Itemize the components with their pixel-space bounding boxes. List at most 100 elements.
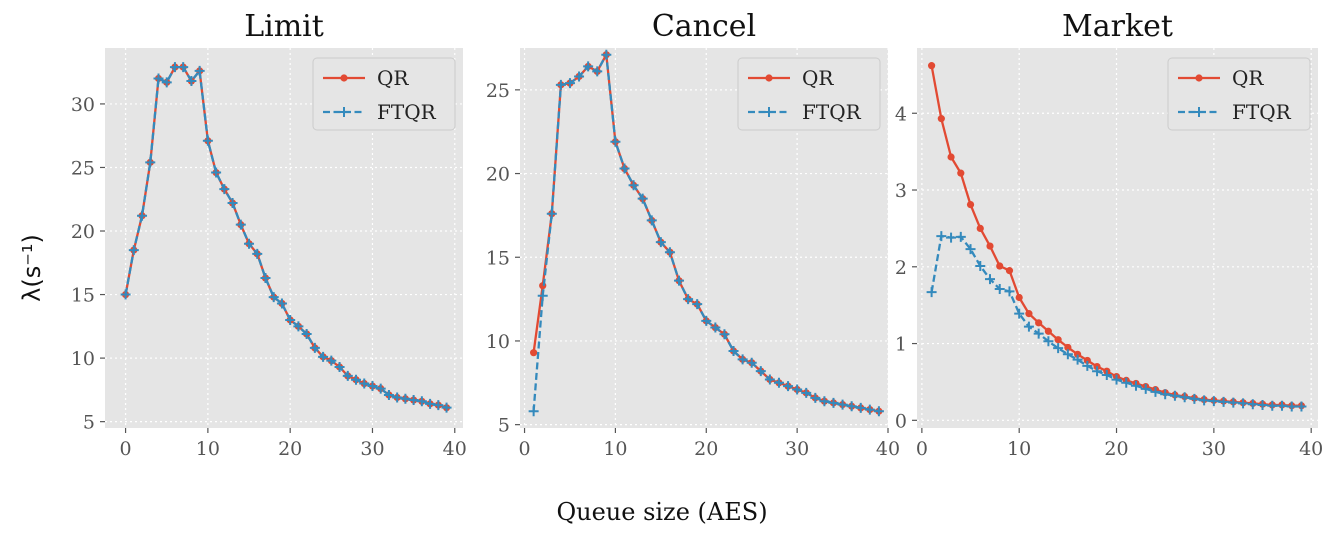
data-point [359, 378, 370, 389]
data-point [1247, 399, 1258, 410]
data-point [728, 345, 739, 356]
y-tick-label: 5 [498, 415, 510, 437]
data-point [936, 231, 947, 242]
data-point [528, 406, 539, 417]
panel-title: Market [1062, 9, 1173, 44]
data-point [1189, 393, 1200, 404]
data-point [342, 370, 353, 381]
y-tick-label: 5 [83, 412, 95, 434]
data-point [530, 349, 538, 357]
data-point [392, 392, 403, 403]
data-point [1053, 343, 1064, 354]
data-point [309, 342, 320, 353]
data-point [783, 381, 794, 392]
data-point [1238, 398, 1249, 409]
data-point [1169, 390, 1180, 401]
data-point [268, 292, 279, 303]
data-point [1296, 401, 1307, 412]
x-tick-label: 0 [518, 438, 530, 460]
data-point [318, 351, 329, 362]
data-point [801, 387, 812, 398]
data-point [1044, 327, 1052, 335]
data-point [619, 163, 630, 174]
shared-xlabel: Queue size (AES) [556, 498, 767, 526]
legend-swatch-marker [1194, 107, 1204, 117]
data-point [564, 78, 575, 89]
x-tick-label: 40 [443, 438, 467, 460]
x-tick-label: 10 [196, 438, 220, 460]
data-point [1150, 386, 1161, 397]
data-point [986, 242, 994, 250]
y-tick-label: 20 [486, 164, 510, 186]
data-point [955, 231, 966, 242]
data-point [178, 62, 189, 73]
data-point [186, 76, 197, 87]
legend: QR FTQR [737, 57, 881, 131]
data-point [301, 328, 312, 339]
data-point [425, 398, 436, 409]
panel-cancel: 0 10 20 30 40 5 10 15 20 25 Cancel QR FTQR [486, 9, 900, 460]
data-point [1054, 336, 1062, 344]
data-point [810, 392, 821, 403]
data-point [610, 136, 621, 147]
x-tick-label: 40 [1299, 438, 1323, 460]
data-point [1035, 319, 1043, 327]
data-point [137, 210, 148, 221]
data-point [674, 275, 685, 286]
panel-limit: 0 10 20 30 40 5 10 15 20 25 30 Limit QR FTQR [71, 9, 467, 460]
y-tick-label: 30 [71, 94, 95, 116]
data-point [692, 299, 703, 310]
data-point [433, 400, 444, 411]
data-point [637, 193, 648, 204]
series-ftqr [120, 62, 452, 413]
x-tick-label: 30 [785, 438, 809, 460]
data-point [846, 401, 857, 412]
data-point [628, 180, 639, 191]
data-point [252, 248, 263, 259]
legend-swatch-marker [1195, 74, 1203, 82]
data-point [1015, 293, 1023, 302]
legend-label: FTQR [377, 100, 437, 124]
data-point [326, 355, 337, 366]
data-point [260, 273, 271, 284]
data-point [351, 374, 362, 385]
series-line [124, 65, 447, 409]
panel-title: Cancel [652, 9, 756, 44]
data-point [975, 261, 986, 272]
data-point [828, 397, 839, 408]
series-ftqr [528, 49, 884, 417]
y-tick-label: 15 [71, 285, 95, 307]
data-point [601, 49, 612, 60]
y-tick-label: 2 [895, 257, 907, 279]
data-point [927, 62, 936, 70]
data-point [947, 153, 955, 161]
legend-swatch-marker [765, 74, 773, 82]
data-point [383, 389, 394, 400]
data-point [1043, 336, 1054, 347]
data-point [400, 393, 411, 404]
x-tick-label: 20 [1104, 438, 1128, 460]
data-point [537, 290, 548, 301]
data-point [1082, 360, 1093, 371]
x-tick-label: 0 [120, 438, 132, 460]
data-point [1121, 377, 1132, 388]
data-point [546, 208, 557, 219]
data-point [1218, 396, 1229, 407]
data-point [746, 357, 757, 368]
data-point [1023, 321, 1034, 332]
data-point [161, 77, 172, 88]
data-point [408, 395, 419, 406]
legend: QR FTQR [312, 57, 456, 131]
legend-label: QR [802, 66, 834, 90]
data-point [755, 366, 766, 377]
data-point [946, 232, 957, 243]
panel-market: 0 10 20 30 40 0 1 2 3 4 Market QR FTQR [895, 9, 1323, 460]
data-point [764, 374, 775, 385]
data-point [976, 224, 984, 233]
data-point [1101, 370, 1112, 381]
data-point [1014, 308, 1025, 319]
data-point [1286, 401, 1297, 412]
data-point [235, 219, 246, 230]
data-point [1267, 400, 1278, 411]
